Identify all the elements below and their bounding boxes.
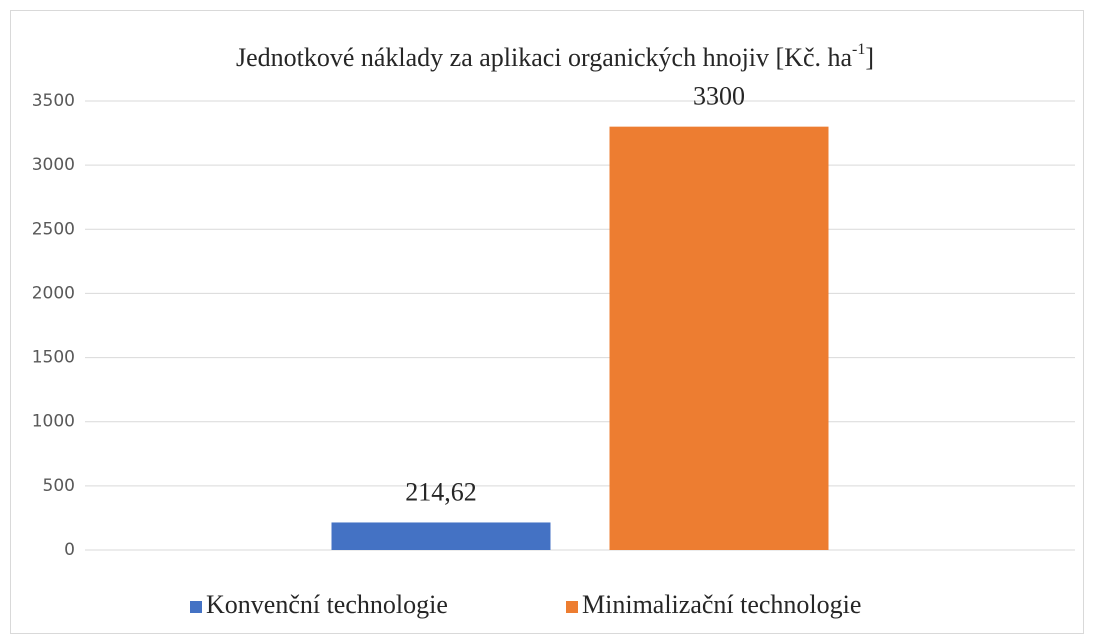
legend-label: Minimalizační technologie — [582, 590, 861, 619]
legend-swatch — [566, 601, 578, 613]
y-tick-label: 1500 — [32, 348, 75, 368]
data-label: 3300 — [693, 82, 745, 111]
y-tick-label: 2500 — [32, 219, 75, 239]
legend-label: Konvenční technologie — [206, 590, 448, 619]
y-tick-label: 3000 — [32, 155, 75, 175]
title-text: Jednotkové náklady za aplikaci organický… — [236, 43, 853, 72]
data-label: 214,62 — [405, 477, 477, 506]
title-superscript: -1 — [852, 41, 865, 58]
chart-title: Jednotkové náklady za aplikaci organický… — [236, 41, 874, 72]
y-tick-label: 500 — [43, 476, 75, 496]
y-tick-label: 0 — [64, 540, 75, 560]
legend-swatch — [190, 601, 202, 613]
y-tick-label: 3500 — [32, 91, 75, 111]
bar — [609, 126, 829, 551]
bar — [331, 522, 551, 550]
title-end: ] — [865, 43, 874, 72]
y-tick-label: 1000 — [32, 412, 75, 432]
y-tick-label: 2000 — [32, 283, 75, 303]
